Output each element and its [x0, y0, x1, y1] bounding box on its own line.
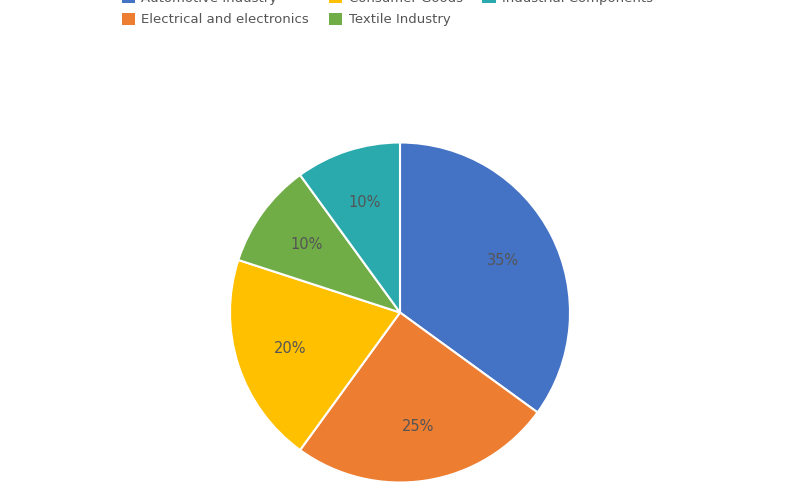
Wedge shape: [300, 142, 400, 312]
Text: 10%: 10%: [348, 195, 381, 210]
Legend: Automotive industry, Electrical and electronics, Consumer Goods, Textile Industr: Automotive industry, Electrical and elec…: [118, 0, 658, 30]
Wedge shape: [300, 312, 538, 482]
Wedge shape: [230, 260, 400, 450]
Text: 10%: 10%: [290, 237, 322, 252]
Wedge shape: [238, 175, 400, 312]
Wedge shape: [400, 142, 570, 412]
Text: 35%: 35%: [487, 252, 519, 268]
Text: 20%: 20%: [274, 340, 306, 355]
Text: 25%: 25%: [402, 419, 434, 434]
